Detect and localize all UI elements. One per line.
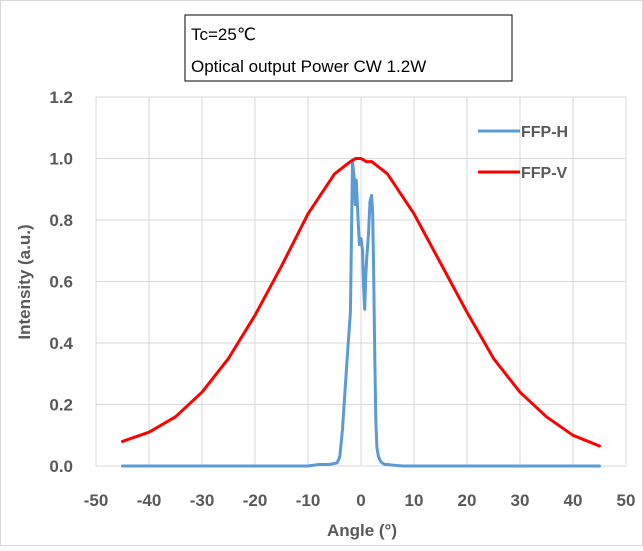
x-tick-label: -20 <box>243 491 268 510</box>
y-tick-label: 0.4 <box>49 334 73 353</box>
annotation-box: Tc=25℃ Optical output Power CW 1.2W <box>184 14 513 82</box>
x-tick-label: 40 <box>564 491 583 510</box>
x-tick-label: 30 <box>511 491 530 510</box>
series-line-ffp-v <box>121 157 601 448</box>
y-axis-title: Intensity (a.u.) <box>15 224 34 339</box>
legend-label-ffp-h: FFP-H <box>521 124 568 141</box>
legend: FFP-H FFP-V <box>478 124 568 182</box>
x-tick-label: 0 <box>356 491 365 510</box>
grid <box>95 96 627 467</box>
annotation-frame <box>184 14 513 82</box>
y-tick-label: 1.0 <box>49 150 73 169</box>
y-tick-label: 0.8 <box>49 211 73 230</box>
y-tick-label: 0.0 <box>49 457 73 476</box>
series-lines <box>121 157 601 468</box>
y-tick-label: 0.6 <box>49 273 73 292</box>
x-tick-label: -10 <box>296 491 321 510</box>
series-line-ffp-h <box>121 160 601 468</box>
annotation-power: Optical output Power CW 1.2W <box>191 57 426 76</box>
x-axis-title: Angle (°) <box>327 521 397 540</box>
annotation-temperature: Tc=25℃ <box>191 25 256 44</box>
x-tick-label: -50 <box>84 491 109 510</box>
x-tick-label: 50 <box>617 491 636 510</box>
x-tick-label: 10 <box>405 491 424 510</box>
y-tick-label: 1.2 <box>49 88 73 107</box>
axis-labels: -50 -40 -30 -20 -10 0 10 20 30 40 50 0.0 0.2 0.4 0.6 0.… <box>49 88 635 510</box>
x-tick-label: -30 <box>190 491 215 510</box>
x-tick-label: -40 <box>137 491 162 510</box>
x-tick-label: 20 <box>458 491 477 510</box>
legend-label-ffp-v: FFP-V <box>521 165 568 182</box>
y-tick-label: 0.2 <box>49 396 73 415</box>
